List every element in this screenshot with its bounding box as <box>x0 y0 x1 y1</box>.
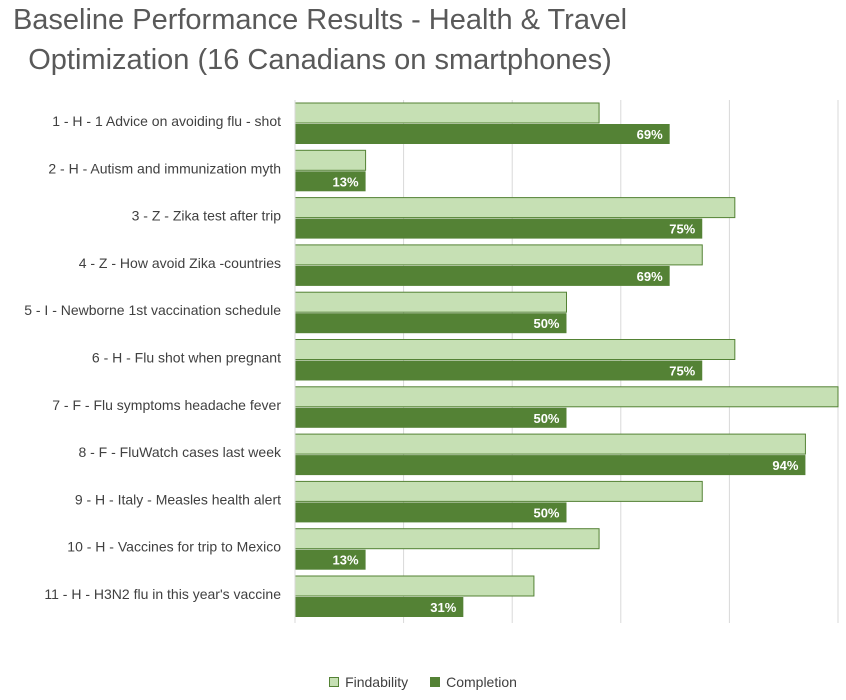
bar-completion <box>295 360 703 381</box>
bar-findability <box>294 386 839 408</box>
bar-completion <box>295 313 567 334</box>
data-label-completion: 69% <box>637 127 663 142</box>
bar-findability <box>294 433 806 455</box>
category-label: 2 - H - Autism and immunization myth <box>48 160 281 176</box>
data-label-completion: 75% <box>669 364 695 379</box>
data-label-completion: 13% <box>333 174 359 189</box>
bar-completion <box>295 407 567 428</box>
chart-title-line-2: Optimization (16 Canadians on smartphone… <box>28 44 612 76</box>
bar-completion <box>295 265 670 286</box>
data-label-completion: 31% <box>430 600 456 615</box>
category-label: 10 - H - Vaccines for trip to Mexico <box>67 539 281 555</box>
category-label: 1 - H - 1 Advice on avoiding flu - shot <box>52 113 281 129</box>
data-label-completion: 50% <box>533 411 559 426</box>
chart-title-line-1: Baseline Performance Results - Health & … <box>12 4 628 36</box>
data-label-completion: 50% <box>533 505 559 520</box>
bar-findability <box>294 528 600 550</box>
legend-item-completion: Completion <box>430 674 517 690</box>
bar-completion <box>295 124 670 144</box>
data-label-completion: 69% <box>637 269 663 284</box>
bar-findability <box>294 149 367 171</box>
legend-label-findability: Findability <box>345 674 409 690</box>
legend-item-findability: Findability <box>329 674 408 690</box>
data-label-completion: 13% <box>333 553 359 568</box>
data-label-completion: 50% <box>533 316 559 331</box>
bar-completion <box>295 549 366 570</box>
bar-findability <box>294 575 535 597</box>
bar-findability <box>294 480 703 502</box>
bar-completion <box>295 171 366 192</box>
category-label: 8 - F - FluWatch cases last week <box>78 444 282 460</box>
chart-title: Baseline Performance Results - Health & … <box>0 0 640 80</box>
bar-completion <box>295 218 703 239</box>
bar-completion <box>295 597 464 617</box>
bar-completion <box>295 455 806 476</box>
category-label: 7 - F - Flu symptoms headache fever <box>52 397 281 413</box>
bar-findability <box>294 291 567 313</box>
bar-findability <box>294 197 736 219</box>
category-label: 9 - H - Italy - Measles health alert <box>75 491 281 507</box>
legend-swatch-findability <box>329 677 340 687</box>
chart-legend: Findability Completion <box>0 674 846 690</box>
bar-completion <box>295 502 567 523</box>
legend-label-completion: Completion <box>446 674 517 690</box>
bar-findability <box>294 244 703 266</box>
category-label: 6 - H - Flu shot when pregnant <box>92 350 281 366</box>
data-label-completion: 75% <box>669 222 695 237</box>
category-label: 5 - I - Newborne 1st vaccination schedul… <box>24 302 281 318</box>
bar-findability <box>294 102 600 124</box>
bar-findability <box>294 339 736 360</box>
category-label: 3 - Z - Zika test after trip <box>132 208 282 224</box>
data-label-completion: 94% <box>772 458 798 473</box>
legend-swatch-completion <box>430 677 441 687</box>
category-label: 11 - H - H3N2 flu in this year's vaccine <box>44 586 281 602</box>
category-label: 4 - Z - How avoid Zika -countries <box>79 255 281 271</box>
